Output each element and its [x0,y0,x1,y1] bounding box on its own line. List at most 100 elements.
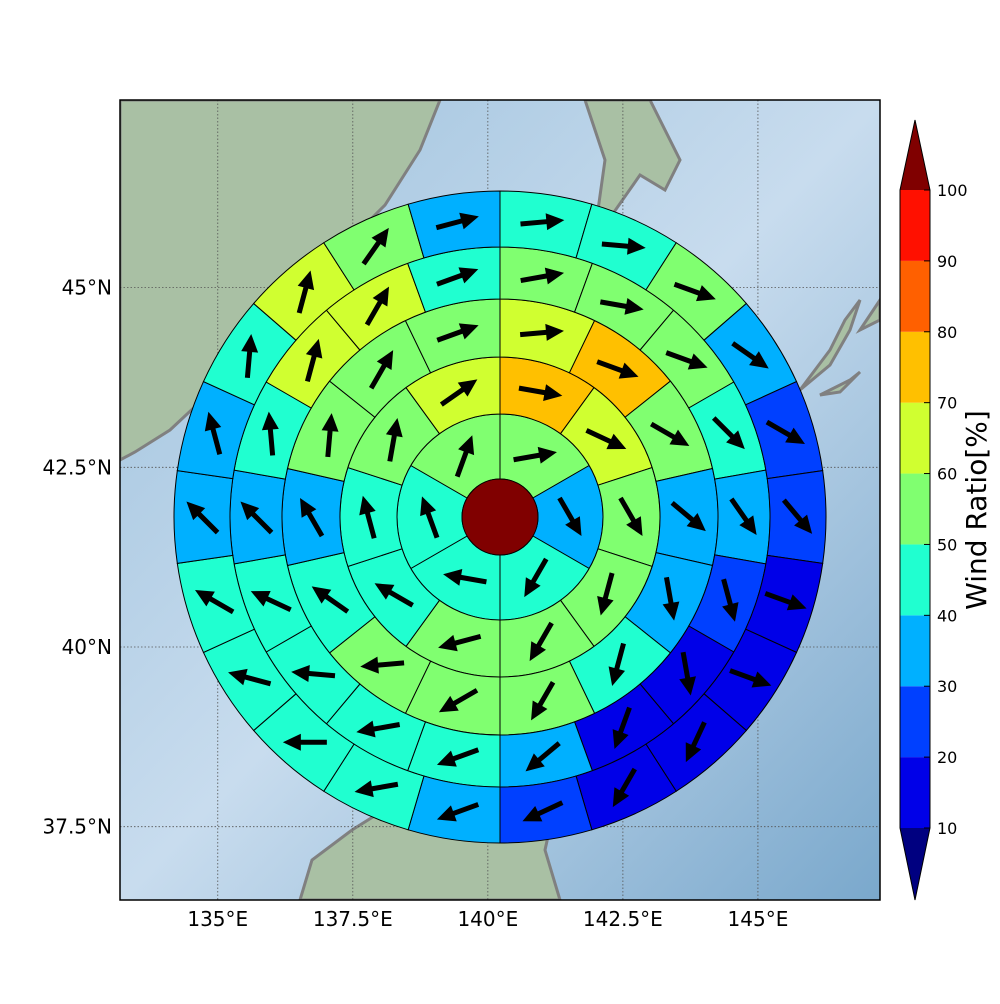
wind-arrows [186,212,813,822]
x-tick-label: 137.5°E [313,907,393,931]
wind-arrow [291,665,336,682]
land-sakhalin [583,100,682,217]
wind-arrow [649,421,690,446]
wind-arrow [612,767,637,808]
colorbar-band [900,615,930,687]
wind-arrow [665,350,708,370]
x-tick-label: 142.5°E [583,907,663,931]
wind-arrow [311,586,350,614]
wind-arrow [597,572,615,616]
colorbar-tick-label: 10 [937,819,957,838]
wind-arrow [240,501,274,535]
wind-arrow [529,621,554,662]
wind-arrow [608,642,626,687]
wind-arrow [765,419,805,445]
wind-arrow [612,706,632,749]
colorbar-tick-label: 30 [937,677,957,696]
colorbar-band [900,686,930,758]
colorbar-tick-label: 60 [937,465,957,484]
wind-arrow [300,497,325,538]
wind-arrow [513,446,557,464]
wind-arrow [241,333,259,379]
colorbar-tick-label: 20 [937,748,957,767]
y-tick-label: 45°N [62,276,112,300]
colorbar-label: Wind Ratio[%] [960,410,993,610]
colorbar-over [900,120,930,190]
wind-arrow [435,212,479,231]
wind-arrow [195,589,235,615]
wind-arrow [439,379,478,407]
wind-arrow [601,237,646,255]
wind-arrow [662,576,680,621]
colorbar-band [900,260,930,332]
colorbar-band [900,544,930,616]
wind-arrow [436,267,479,287]
wind-arrow [711,416,745,450]
axes: 135°E 137.5°E 140°E 142.5°E 145°E 37.5°N 40°N 4… [43,276,789,931]
wind-arrow [729,497,757,536]
wind-arrow [304,338,323,383]
colorbar-band [900,757,930,828]
x-tick-label: 135°E [187,907,248,931]
wind-arrow [420,496,440,539]
colorbar-band [900,402,930,474]
wind-arrow [436,802,480,822]
wind-arrow [596,359,639,379]
colorbar-band [900,473,930,545]
wind-arrow [186,501,220,535]
wind-arrow [261,411,279,456]
wind-arrow [721,578,739,622]
wind-arrow [524,557,549,598]
wind-arrow [520,267,565,285]
colorbar-tick-label: 100 [937,181,968,200]
wind-arrow [518,384,563,402]
wind-arrow [228,668,272,687]
x-tick-label: 145°E [728,907,789,931]
wind-arrow [519,323,564,341]
colorbar-under [900,828,930,900]
colorbar-tick-label: 70 [937,394,957,413]
colorbar-tick-label: 50 [937,535,957,554]
wind-arrow [438,688,479,713]
wind-arrow [729,668,772,688]
wind-arrow [764,591,807,611]
wind-arrow [679,651,696,696]
wind-arrow [443,568,487,586]
colorbar-band [900,331,930,403]
wind-arrow [296,270,315,314]
wind-arrow [359,495,377,539]
wind-arrow [436,747,480,767]
wind-arrow [282,733,327,751]
wind-arrow [360,656,405,674]
wind-arrow [354,780,399,798]
wind-arrow [557,496,582,537]
map-frame [119,99,881,901]
wind-arrow [685,721,707,763]
wind-arrow [731,341,769,369]
y-tick-label: 42.5°N [43,455,113,479]
wind-arrow [781,498,813,534]
wind-arrow [531,680,556,721]
wind-arrow [673,281,716,302]
y-tick-label: 37.5°N [43,815,113,839]
wind-arrow [618,496,643,537]
colorbar: 10 20 30 40 50 60 70 80 90 100 [899,119,968,901]
x-tick-label: 140°E [457,907,518,931]
wind-arrow [361,227,389,266]
colorbar-tick-label: 40 [937,606,957,625]
wind-arrow [585,428,627,450]
wind-arrow [204,411,223,455]
colorbar-band [900,190,930,261]
wind-arrow [368,350,394,390]
colorbar-tick-label: 80 [937,323,957,342]
wind-arrow [670,500,706,532]
wind-arrow [525,741,561,772]
colorbar-tick-label: 90 [937,252,957,271]
land-kurils [798,297,880,397]
wind-arrow [364,286,389,326]
wind-arrow [374,583,414,608]
wind-arrow [436,323,479,343]
wind-arrow [438,633,482,652]
wind-arrow [321,413,339,458]
center-disk [461,478,539,556]
